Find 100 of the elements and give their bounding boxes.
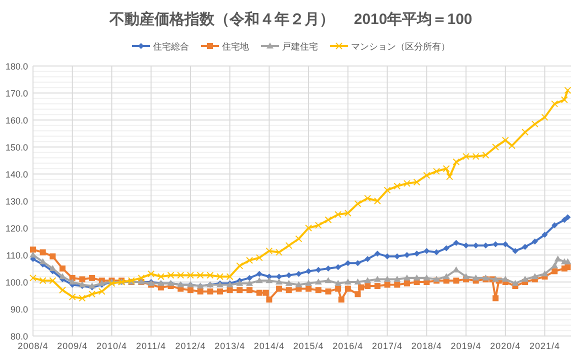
point [324, 277, 332, 284]
point [354, 278, 362, 284]
point [492, 144, 500, 150]
point [551, 262, 558, 268]
point [384, 186, 391, 194]
y-tick-label: 170.0 [5, 88, 28, 98]
point [512, 280, 519, 286]
point [68, 278, 76, 284]
point [344, 260, 351, 266]
y-tick-label: 100.0 [5, 278, 28, 288]
point [344, 278, 352, 284]
point [266, 247, 273, 254]
point [68, 293, 76, 300]
point [314, 222, 322, 229]
point [39, 277, 46, 284]
legend-label: マンション（区分所有） [351, 42, 450, 52]
point [433, 168, 440, 175]
point [374, 198, 381, 204]
point [138, 274, 145, 282]
point [394, 182, 401, 190]
point [374, 250, 380, 257]
point [246, 274, 253, 281]
point [148, 270, 155, 278]
point [98, 288, 106, 295]
point [443, 245, 450, 252]
point [532, 238, 538, 244]
x-tick-label: 2011/4 [136, 341, 166, 351]
point [531, 120, 538, 128]
point [236, 262, 244, 270]
y-tick-label: 90.0 [10, 304, 28, 314]
point [49, 277, 56, 284]
point [364, 256, 371, 262]
point [344, 210, 352, 217]
point [334, 280, 342, 286]
point [296, 270, 302, 277]
point [374, 276, 381, 282]
point [276, 278, 283, 284]
x-tick-label: 2021/4 [529, 341, 560, 351]
point [542, 232, 548, 238]
x-tick-label: 2020/4 [490, 341, 521, 351]
y-tick-label: 160.0 [5, 116, 28, 126]
point [413, 274, 420, 280]
point [157, 273, 164, 280]
point [88, 290, 96, 298]
point [531, 273, 538, 280]
point [482, 152, 490, 159]
x-tick-label: 2013/4 [214, 341, 246, 351]
point [462, 273, 470, 280]
point [364, 194, 372, 202]
point [512, 248, 518, 254]
y-tick-label: 110.0 [6, 250, 28, 260]
chart-title: 不動産価格指数（令和４年２月） 2010年平均＝100 [108, 10, 472, 28]
point [560, 96, 568, 104]
x-tick-label: 2018/4 [411, 341, 442, 351]
point [314, 278, 322, 284]
point [564, 214, 571, 220]
point [334, 211, 342, 218]
point [256, 270, 262, 277]
point [423, 172, 430, 179]
x-tick-label: 2015/4 [293, 341, 324, 351]
point [554, 256, 562, 262]
point [472, 274, 480, 280]
x-tick-label: 2019/4 [450, 341, 482, 351]
x-tick-label: 2010/4 [96, 341, 127, 351]
point [216, 273, 224, 280]
point [434, 249, 440, 256]
point [305, 224, 312, 232]
point [30, 252, 36, 258]
x-tick-label: 2012/4 [175, 341, 206, 351]
point [403, 180, 410, 187]
point [196, 272, 204, 279]
point [246, 280, 254, 286]
point [502, 136, 509, 144]
point [442, 273, 450, 280]
point [30, 274, 36, 282]
point [552, 222, 558, 228]
x-tick-label: 2014/4 [254, 341, 284, 351]
x-tick-label: 2017/4 [372, 341, 403, 351]
point [502, 276, 509, 282]
point [564, 258, 572, 264]
point [49, 265, 56, 271]
point [285, 280, 292, 286]
y-tick-label: 150.0 [5, 142, 28, 152]
point [39, 258, 46, 264]
point [522, 128, 529, 136]
y-tick-label: 140.0 [5, 170, 28, 180]
point [541, 114, 548, 121]
point [364, 277, 372, 284]
point [413, 178, 420, 186]
point [492, 276, 500, 282]
point [423, 274, 430, 280]
point [306, 268, 312, 274]
point [325, 266, 332, 272]
legend-label: 住宅総合 [153, 42, 189, 52]
point [354, 200, 362, 208]
point [403, 274, 410, 280]
point [226, 273, 234, 280]
point [541, 270, 548, 276]
point [452, 158, 460, 166]
point [522, 276, 529, 282]
